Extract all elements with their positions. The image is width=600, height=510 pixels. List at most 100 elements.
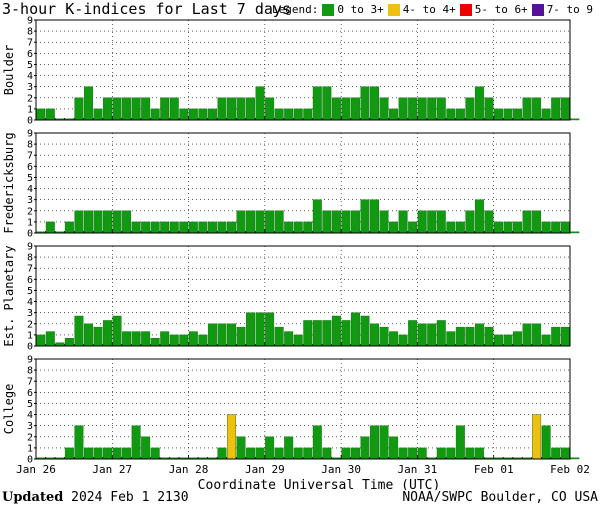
k-index-bar xyxy=(303,320,313,347)
k-index-bar xyxy=(227,323,236,347)
k-index-bar xyxy=(274,326,284,347)
k-index-bar xyxy=(398,447,408,460)
k-index-bar xyxy=(169,97,179,121)
k-index-bar xyxy=(484,326,494,347)
k-index-bar xyxy=(417,210,427,234)
k-index-bar xyxy=(389,221,399,234)
k-index-bar xyxy=(141,436,151,460)
k-index-bar xyxy=(131,331,141,347)
k-index-bar xyxy=(236,436,246,460)
station-label: College xyxy=(2,384,16,435)
station-label: Boulder xyxy=(2,45,16,96)
y-tick-label: 1 xyxy=(27,443,33,454)
k-index-bar xyxy=(427,323,437,347)
k-index-bar xyxy=(370,199,379,234)
k-index-bar xyxy=(331,97,341,121)
k-index-bar xyxy=(532,414,542,460)
y-tick-label: 5 xyxy=(27,173,33,184)
k-index-bar xyxy=(341,447,351,460)
k-index-bar xyxy=(303,108,313,121)
k-index-bar xyxy=(474,447,484,460)
legend-item-4-to-4: 4- to 4+ xyxy=(387,3,456,16)
y-tick-label: 2 xyxy=(27,432,33,443)
k-index-bar xyxy=(246,210,256,234)
k-index-bar xyxy=(64,447,74,460)
k-index-bar xyxy=(312,86,322,121)
y-tick-label: 9 xyxy=(27,129,33,140)
legend-swatch-green xyxy=(322,3,335,16)
k-index-bar xyxy=(45,108,55,121)
k-index-bar xyxy=(141,97,151,121)
k-index-bar xyxy=(83,323,93,347)
x-tick-label: Jan 28 xyxy=(169,463,209,476)
k-index-bar xyxy=(408,320,418,347)
y-tick-label: 7 xyxy=(27,377,33,388)
legend-item-label: 5- to 6+ xyxy=(474,3,528,16)
k-index-bar xyxy=(398,97,408,121)
y-tick-label: 5 xyxy=(27,286,33,297)
k-index-bar xyxy=(322,86,332,121)
k-index-bar xyxy=(408,97,418,121)
k-index-bar xyxy=(83,86,93,121)
k-index-bar xyxy=(103,210,112,234)
k-index-bar xyxy=(93,447,103,460)
k-index-bar xyxy=(532,97,542,121)
k-index-bar xyxy=(408,221,418,234)
y-tick-label: 6 xyxy=(27,275,33,286)
k-index-bar xyxy=(265,210,275,234)
k-index-bar xyxy=(112,315,122,347)
k-index-bar xyxy=(265,436,275,460)
k-index-bar xyxy=(455,425,465,460)
k-index-bar xyxy=(551,326,561,347)
y-tick-label: 4 xyxy=(27,184,33,195)
legend-swatch-red xyxy=(459,3,472,16)
k-index-bar xyxy=(379,97,389,121)
k-index-bar xyxy=(207,221,217,234)
k-index-bar xyxy=(446,447,456,460)
k-index-bar xyxy=(484,210,494,234)
k-index-bar xyxy=(122,331,132,347)
y-tick-label: 7 xyxy=(27,151,33,162)
k-index-bar xyxy=(150,338,160,347)
k-index-bar xyxy=(370,86,379,121)
k-index-bar xyxy=(322,320,332,347)
k-index-bar xyxy=(198,221,208,234)
k-index-bar xyxy=(551,97,561,121)
k-index-bar xyxy=(36,108,46,121)
k-index-bar xyxy=(427,210,437,234)
k-index-bar xyxy=(455,221,465,234)
station-label: Fredericksburg xyxy=(2,132,16,233)
k-index-bar xyxy=(160,97,170,121)
y-tick-label: 0 xyxy=(27,229,33,240)
k-index-bar xyxy=(370,425,379,460)
updated-value: 2024 Feb 1 2130 xyxy=(71,490,189,505)
k-index-bar xyxy=(255,210,265,234)
k-index-bar xyxy=(446,221,456,234)
k-index-bar xyxy=(227,97,236,121)
y-tick-label: 1 xyxy=(27,104,33,115)
k-index-bar xyxy=(265,312,275,347)
updated-stamp: Updated 2024 Feb 1 2130 xyxy=(2,490,189,505)
legend-swatch-yellow xyxy=(387,3,400,16)
k-index-bar xyxy=(122,447,132,460)
k-index-bar xyxy=(455,326,465,347)
k-index-bar xyxy=(227,414,236,460)
k-index-bar xyxy=(341,97,351,121)
k-index-bar xyxy=(541,334,551,347)
y-tick-label: 8 xyxy=(27,253,33,264)
k-index-bar xyxy=(389,108,399,121)
chart-title: 3-hour K-indices for Last 7 days xyxy=(2,0,291,18)
k-index-bar xyxy=(45,221,55,234)
k-index-bar xyxy=(331,315,341,347)
k-index-bar xyxy=(417,447,427,460)
k-index-bar xyxy=(303,447,313,460)
k-index-bar xyxy=(379,210,389,234)
panels-svg: 0123456789Boulder0123456789Fredericksbur… xyxy=(2,16,590,491)
k-index-bar xyxy=(503,221,513,234)
k-index-bar xyxy=(188,221,198,234)
k-index-bar xyxy=(350,447,360,460)
x-tick-label: Jan 31 xyxy=(398,463,438,476)
k-index-bar xyxy=(293,108,303,121)
k-index-bar xyxy=(312,199,322,234)
k-index-bar xyxy=(122,97,132,121)
